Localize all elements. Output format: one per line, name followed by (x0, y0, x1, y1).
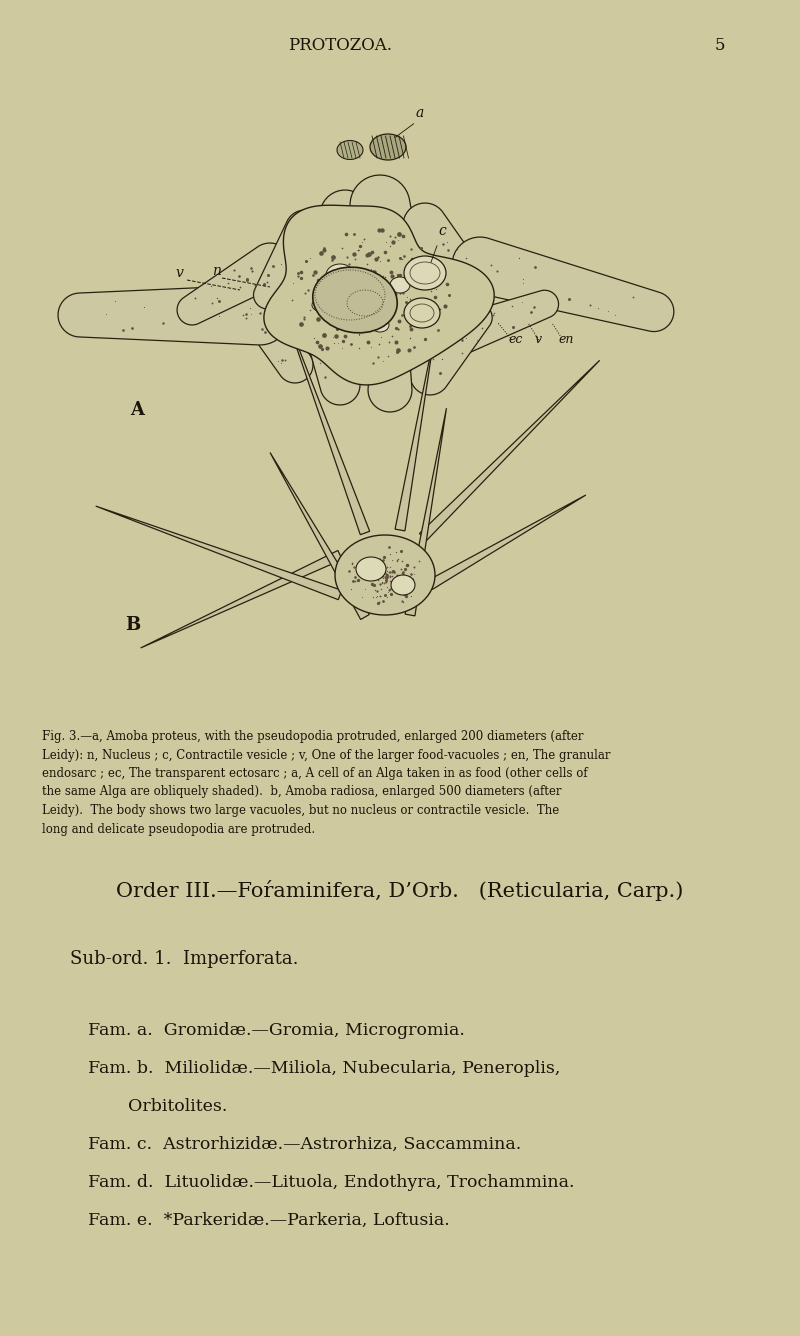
Text: Orbitolites.: Orbitolites. (128, 1098, 227, 1116)
Text: Fam. c.  Astrorhizidæ.—Astrorhiza, Saccammina.: Fam. c. Astrorhizidæ.—Astrorhiza, Saccam… (88, 1136, 522, 1153)
Ellipse shape (390, 277, 410, 293)
Polygon shape (264, 206, 494, 385)
Ellipse shape (370, 134, 406, 160)
Ellipse shape (326, 265, 354, 286)
Text: PROTOZOA.: PROTOZOA. (288, 36, 392, 53)
Text: Fig. 3.—a, Amoba proteus, with the pseudopodia protruded, enlarged 200 diameters: Fig. 3.—a, Amoba proteus, with the pseud… (42, 729, 610, 835)
Polygon shape (254, 210, 325, 309)
Text: Fam. b.  Miliolidæ.—Miliola, Nubecularia, Peneroplis,: Fam. b. Miliolidæ.—Miliola, Nubecularia,… (88, 1059, 560, 1077)
Polygon shape (403, 203, 491, 301)
Ellipse shape (404, 257, 446, 290)
Text: B: B (125, 616, 140, 635)
Text: 5: 5 (714, 36, 726, 53)
Text: v: v (535, 333, 542, 346)
Ellipse shape (356, 557, 386, 581)
Polygon shape (350, 175, 430, 333)
Polygon shape (270, 453, 370, 620)
Ellipse shape (344, 301, 366, 319)
Text: A: A (130, 401, 144, 420)
Text: n: n (212, 265, 221, 278)
Text: Order III.—Foŕaminifera, D’Orb.   (Reticularia, Carp.): Order III.—Foŕaminifera, D’Orb. (Reticu… (116, 880, 684, 900)
Ellipse shape (312, 299, 328, 311)
Polygon shape (96, 506, 342, 600)
Ellipse shape (371, 318, 389, 333)
Polygon shape (298, 295, 360, 405)
Polygon shape (283, 307, 370, 534)
Ellipse shape (391, 574, 415, 595)
Text: Sub-ord. 1.  Imperforata.: Sub-ord. 1. Imperforata. (70, 950, 298, 969)
Polygon shape (177, 243, 292, 325)
Text: en: en (558, 333, 574, 346)
Polygon shape (452, 236, 674, 331)
Text: Fam. d.  Lituolidæ.—Lituola, Endothyra, Trochammina.: Fam. d. Lituolidæ.—Lituola, Endothyra, T… (88, 1174, 574, 1190)
Polygon shape (405, 409, 446, 616)
Polygon shape (320, 190, 378, 322)
Polygon shape (410, 303, 492, 395)
Polygon shape (427, 496, 586, 589)
Text: Fam. e.  *Parkeridæ.—Parkeria, Loftusia.: Fam. e. *Parkeridæ.—Parkeria, Loftusia. (88, 1212, 450, 1229)
Polygon shape (395, 333, 434, 530)
Text: ec: ec (508, 333, 522, 346)
Text: v: v (175, 266, 183, 281)
Polygon shape (368, 289, 412, 411)
Text: Fam. a.  Gromidæ.—Gromia, Microgromia.: Fam. a. Gromidæ.—Gromia, Microgromia. (88, 1022, 465, 1039)
Ellipse shape (404, 298, 440, 329)
Text: c: c (438, 224, 446, 238)
Polygon shape (234, 295, 313, 383)
Polygon shape (419, 361, 600, 541)
Ellipse shape (337, 140, 363, 159)
Polygon shape (141, 550, 342, 648)
Text: a: a (416, 106, 424, 120)
Polygon shape (440, 290, 558, 355)
Ellipse shape (335, 534, 435, 615)
Polygon shape (58, 285, 290, 345)
Ellipse shape (313, 267, 398, 333)
